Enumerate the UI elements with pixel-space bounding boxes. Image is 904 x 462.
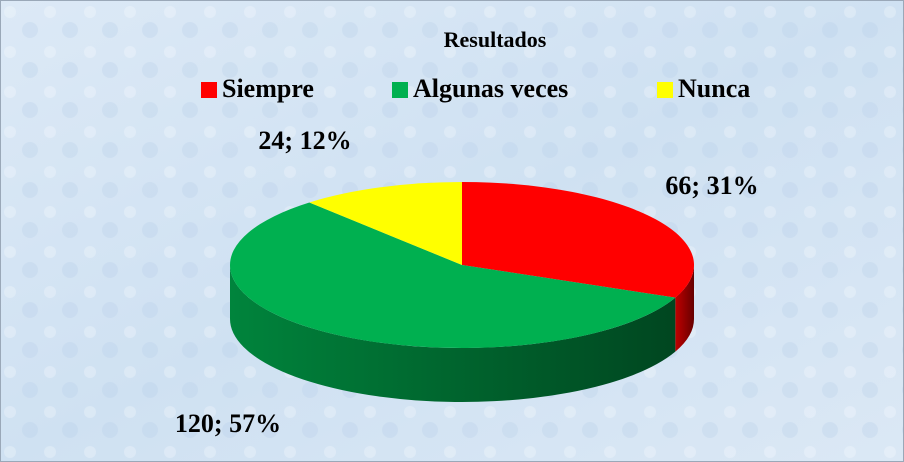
legend-swatch	[392, 82, 408, 98]
slice	[462, 182, 694, 298]
slice-side	[230, 265, 676, 402]
legend-swatch	[657, 82, 673, 98]
slice	[229, 202, 676, 349]
legend-swatch	[201, 82, 217, 98]
data-label: 120; 57%	[175, 409, 281, 438]
slice	[309, 182, 462, 265]
data-label: 24; 12%	[258, 126, 351, 155]
chart-title: Resultados	[444, 27, 547, 52]
legend-label: Algunas veces	[413, 74, 568, 103]
data-label: 66; 31%	[665, 171, 758, 200]
legend-label: Nunca	[678, 74, 750, 103]
slice-side	[675, 265, 694, 352]
legend-label: Siempre	[222, 74, 314, 103]
